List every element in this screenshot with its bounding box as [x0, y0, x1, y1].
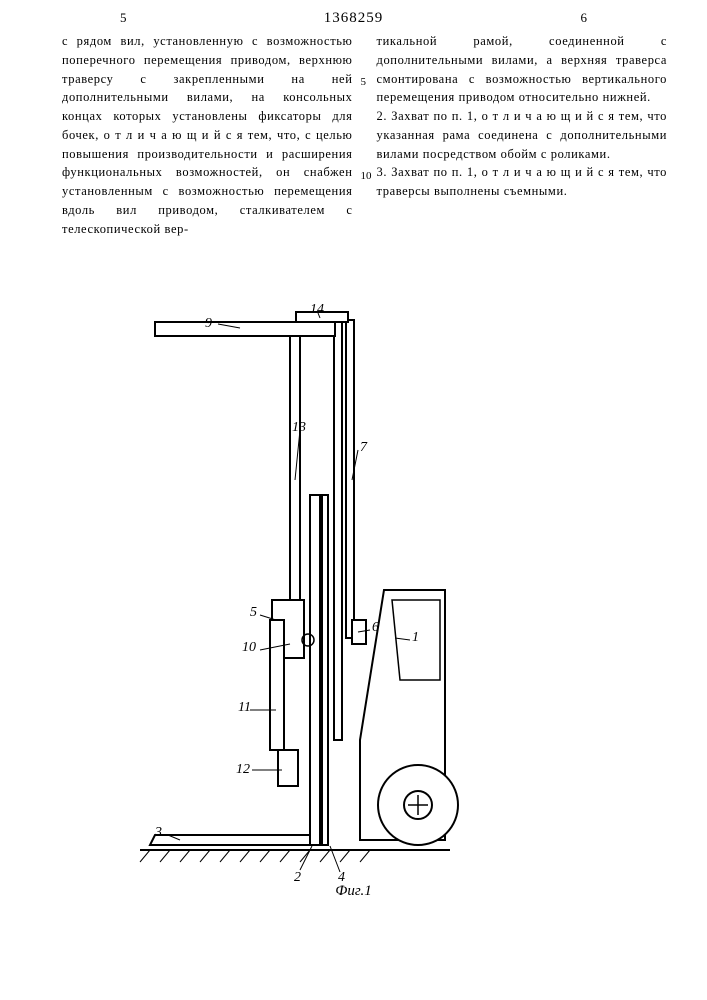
label-9: 9: [205, 316, 212, 332]
right-para-1: тикальной рамой, соединенной с дополните…: [377, 34, 668, 104]
document-number: 1368259: [324, 10, 384, 27]
label-7: 7: [360, 440, 367, 456]
page-number-right: 6: [581, 10, 588, 26]
line-marker-5: 5: [361, 76, 367, 88]
text-columns: с рядом вил, установленную с возможность…: [62, 32, 667, 238]
label-14: 14: [310, 302, 324, 318]
right-para-3: 3. Захват по п. 1, о т л и ч а ю щ и й с…: [377, 165, 668, 198]
line-marker-10: 10: [361, 170, 372, 182]
figure-caption: Фиг.1: [335, 883, 371, 900]
label-13: 13: [292, 420, 306, 436]
right-column: тикальной рамой, соединенной с дополните…: [377, 32, 668, 201]
label-10: 10: [242, 640, 256, 656]
label-6: 6: [372, 620, 379, 636]
page-number-left: 5: [120, 10, 127, 26]
label-2: 2: [294, 870, 301, 886]
label-1: 1: [412, 630, 419, 646]
label-11: 11: [238, 700, 251, 716]
right-para-2: 2. Захват по п. 1, о т л и ч а ю щ и й с…: [377, 109, 668, 161]
left-column: с рядом вил, установленную с возможность…: [62, 32, 353, 238]
label-12: 12: [236, 762, 250, 778]
figure-1: 9 14 13 7 6 5 10 11 12 3 2 4 1 Фиг.1: [0, 280, 707, 960]
label-5: 5: [250, 605, 257, 621]
label-3: 3: [155, 825, 162, 841]
